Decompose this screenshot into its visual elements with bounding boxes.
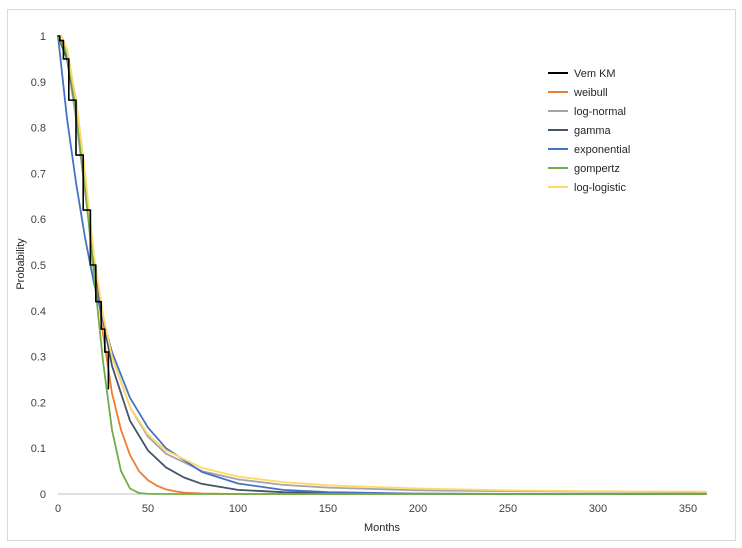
x-axis-title: Months	[364, 522, 401, 534]
x-tick-label: 0	[55, 503, 61, 515]
axes: 0 50 100 150 200 250 300 350 0 0.1 0.2 0.3 0.4 0.5 0.6…	[31, 31, 706, 515]
x-tick-label: 50	[142, 503, 154, 515]
y-axis-title: Probability	[15, 238, 27, 290]
legend-label: log-normal	[574, 106, 626, 118]
x-tick-label: 250	[499, 503, 517, 515]
y-tick-label: 0.5	[31, 260, 46, 272]
legend-label: Vem KM	[574, 68, 616, 80]
legend-label: log-logistic	[574, 182, 626, 194]
series-line-weibull	[57, 35, 707, 495]
series-layer	[57, 35, 707, 495]
series-line-exponential	[57, 35, 707, 495]
legend: Vem KM weibull log-normal gamma exponential g…	[548, 68, 630, 194]
y-tick-label: 0.1	[31, 443, 46, 455]
series-line-log-logistic	[57, 35, 707, 493]
series-line-log-normal	[57, 35, 707, 494]
legend-label: exponential	[574, 144, 630, 156]
x-tick-label: 200	[409, 503, 427, 515]
y-tick-label: 0.8	[31, 123, 46, 135]
x-tick-label: 150	[319, 503, 337, 515]
x-tick-label: 300	[589, 503, 607, 515]
y-tick-label: 0.3	[31, 352, 46, 364]
y-tick-label: 0.9	[31, 77, 46, 89]
x-tick-label: 100	[229, 503, 247, 515]
x-tick-label: 350	[679, 503, 697, 515]
series-line-gompertz	[57, 35, 707, 495]
y-tick-label: 0.2	[31, 397, 46, 409]
series-line-gamma	[57, 35, 707, 495]
y-tick-label: 0.4	[31, 306, 46, 318]
legend-label: gompertz	[574, 163, 620, 175]
y-tick-label: 0	[40, 489, 46, 501]
series-line-vem-km	[57, 35, 110, 390]
y-tick-label: 0.6	[31, 214, 46, 226]
y-tick-label: 0.7	[31, 168, 46, 180]
legend-label: gamma	[574, 125, 612, 137]
y-tick-label: 1	[40, 31, 46, 43]
legend-label: weibull	[573, 87, 608, 99]
